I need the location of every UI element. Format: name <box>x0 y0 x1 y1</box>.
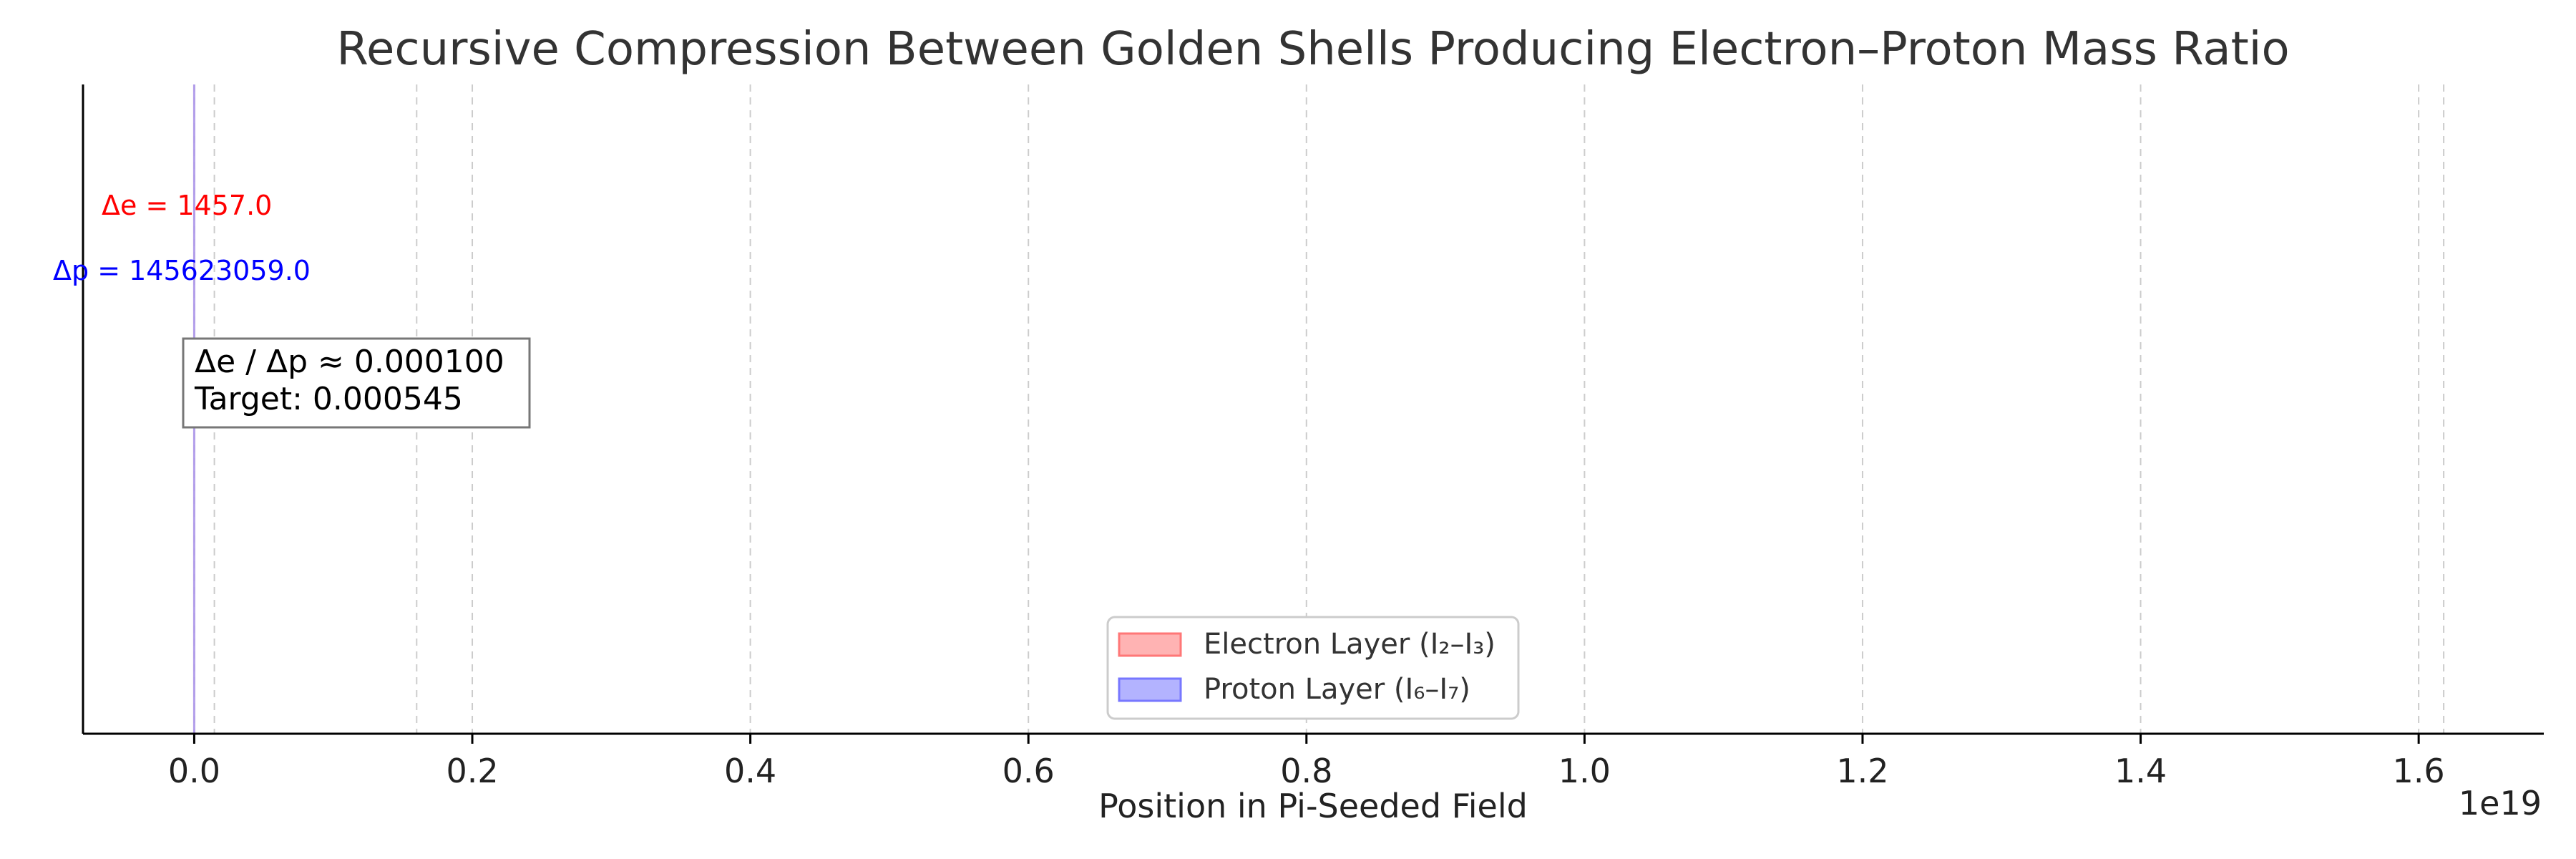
legend-label-electron: Electron Layer (I₂–I₃) <box>1204 628 1496 661</box>
delta-e-label: Δe = 1457.0 <box>102 190 272 221</box>
x-tick-label: 1.0 <box>1558 752 1611 790</box>
x-tick-label: 1.4 <box>2114 752 2167 790</box>
x-axis-label: Position in Pi-Seeded Field <box>1098 787 1528 825</box>
legend-swatch-proton <box>1118 677 1182 702</box>
x-ticks: 0.0 0.2 0.4 0.6 0.8 1.0 1.2 1.4 1.6 <box>168 734 2445 790</box>
x-tick-label: 0.6 <box>1002 752 1055 790</box>
x-tick-label: 0.4 <box>724 752 776 790</box>
x-scale-label: 1e19 <box>2459 784 2542 822</box>
legend-label-proton: Proton Layer (I₆–I₇) <box>1204 673 1470 706</box>
x-tick-label: 1.2 <box>1836 752 1888 790</box>
x-tick-label: 0.8 <box>1280 752 1332 790</box>
ratio-line-2: Target: 0.000545 <box>194 381 463 417</box>
x-tick-label: 0.0 <box>168 752 220 790</box>
x-tick-label: 1.6 <box>2393 752 2445 790</box>
legend-swatch-electron <box>1118 632 1182 657</box>
legend: Electron Layer (I₂–I₃) Proton Layer (I₆–… <box>1106 616 1520 720</box>
delta-p-label: Δp = 145623059.0 <box>53 255 311 286</box>
x-tick-label: 0.2 <box>446 752 498 790</box>
chart-title: Recursive Compression Between Golden She… <box>336 23 2289 76</box>
ratio-line-1: Δe / Δp ≈ 0.000100 <box>195 344 504 380</box>
ratio-annotation-box: Δe / Δp ≈ 0.000100 Target: 0.000545 <box>182 337 531 429</box>
